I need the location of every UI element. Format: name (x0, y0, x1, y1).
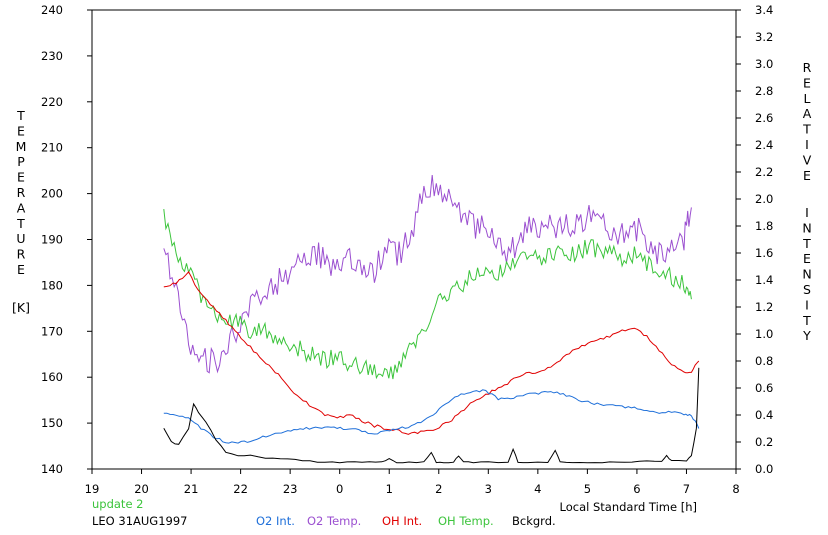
right-axis-letter: N (802, 267, 811, 282)
left-tick-label: 230 (41, 49, 63, 63)
left-axis-letter: R (17, 247, 26, 262)
legend-item: OH Temp. (438, 514, 494, 528)
right-tick-label: 0.0 (755, 462, 773, 476)
left-tick-label: 190 (41, 233, 63, 247)
left-tick-label: 170 (41, 324, 63, 338)
left-tick-label: 200 (41, 187, 63, 201)
left-tick-label: 150 (41, 416, 63, 430)
plot-frame (91, 9, 737, 470)
left-axis-letter: T (16, 108, 25, 123)
legend-item: Bckgrd. (512, 514, 556, 528)
left-tick-label: 240 (41, 3, 63, 17)
right-tick-label: 3.0 (755, 57, 773, 71)
x-tick-label: 6 (633, 482, 640, 496)
series-line-oh-temp (163, 209, 692, 380)
left-tick-label: 160 (41, 370, 63, 384)
left-axis-letter: M (16, 139, 27, 154)
right-tick-label: 3.4 (755, 3, 773, 17)
series-layer (163, 174, 700, 464)
right-axis-letter: I (805, 297, 809, 312)
right-tick-label: 2.8 (755, 84, 773, 98)
right-tick-label: 2.6 (755, 111, 773, 125)
x-tick-label: 20 (134, 482, 149, 496)
left-tick-label: 140 (41, 462, 63, 476)
right-tick-label: 0.8 (755, 354, 773, 368)
legend-item: O2 Temp. (307, 514, 361, 528)
footer: update 2 LEO 31AUG1997 O2 Int. O2 Temp. OH I… (92, 497, 556, 528)
left-axis-letter: E (17, 262, 25, 277)
right-tick-label: 2.2 (755, 165, 773, 179)
x-tick-label: 3 (485, 482, 492, 496)
right-axis-letter: T (802, 236, 811, 251)
x-tick-label: 21 (184, 482, 199, 496)
right-axis-letter: R (803, 60, 812, 75)
right-tick-label: 1.2 (755, 300, 773, 314)
left-axis-letter: E (17, 170, 25, 185)
x-tick-label: 5 (584, 482, 591, 496)
left-axis-letter: E (17, 123, 25, 138)
series-line-bckgrd (163, 367, 700, 464)
left-axis-letter: R (17, 185, 26, 200)
left-axis-letter: P (17, 154, 25, 169)
x-tick-label: 23 (283, 482, 298, 496)
legend-item: OH Int. (382, 514, 422, 528)
left-axis-letter: U (16, 231, 25, 246)
series-line-o2-int (163, 389, 700, 444)
right-tick-label: 2.4 (755, 138, 773, 152)
right-tick-label: 1.6 (755, 246, 773, 260)
right-axis-letter: T (802, 122, 811, 137)
left-axis-letter: T (16, 216, 25, 231)
right-axis-letter: N (802, 220, 811, 235)
station-date-label: LEO 31AUG1997 (92, 514, 187, 528)
left-axis-letter: A (17, 200, 26, 215)
right-axis-letter: I (805, 205, 809, 220)
right-axis-letter: E (803, 75, 811, 90)
x-tick-label: 7 (683, 482, 690, 496)
series-line-o2-temp (163, 174, 692, 374)
right-axis-letter: L (804, 91, 811, 106)
x-tick-label: 22 (233, 482, 248, 496)
x-tick-label: 8 (732, 482, 739, 496)
right-tick-label: 0.6 (755, 381, 773, 395)
axis-labels: 1401501601701801902002102202302400.00.20… (12, 3, 812, 514)
x-tick-label: 0 (336, 482, 343, 496)
right-tick-label: 3.2 (755, 30, 773, 44)
x-axis-label: Local Standard Time [h] (560, 500, 698, 514)
left-tick-label: 180 (41, 278, 63, 292)
legend-item: O2 Int. (256, 514, 295, 528)
left-tick-label: 220 (41, 95, 63, 109)
right-tick-label: 0.2 (755, 435, 773, 449)
right-tick-label: 1.8 (755, 219, 773, 233)
right-axis-letter: S (803, 282, 811, 297)
right-tick-label: 1.0 (755, 327, 773, 341)
axes (87, 9, 741, 474)
left-axis-unit: [K] (12, 300, 30, 315)
right-axis-letter: E (803, 168, 811, 183)
right-tick-label: 2.0 (755, 192, 773, 206)
x-tick-label: 19 (85, 482, 100, 496)
x-tick-label: 2 (435, 482, 442, 496)
series-line-oh-int (163, 271, 700, 435)
right-tick-label: 0.4 (755, 408, 773, 422)
right-axis-letter: T (802, 313, 811, 328)
update-label: update 2 (92, 497, 144, 511)
right-axis-letter: Y (802, 328, 811, 343)
x-tick-label: 4 (534, 482, 541, 496)
right-axis-letter: A (803, 106, 812, 121)
x-tick-label: 1 (386, 482, 393, 496)
left-tick-label: 210 (41, 141, 63, 155)
right-tick-label: 1.4 (755, 273, 773, 287)
right-axis-letter: I (805, 137, 809, 152)
right-axis-letter: V (803, 152, 812, 167)
right-axis-letter: E (803, 251, 811, 266)
